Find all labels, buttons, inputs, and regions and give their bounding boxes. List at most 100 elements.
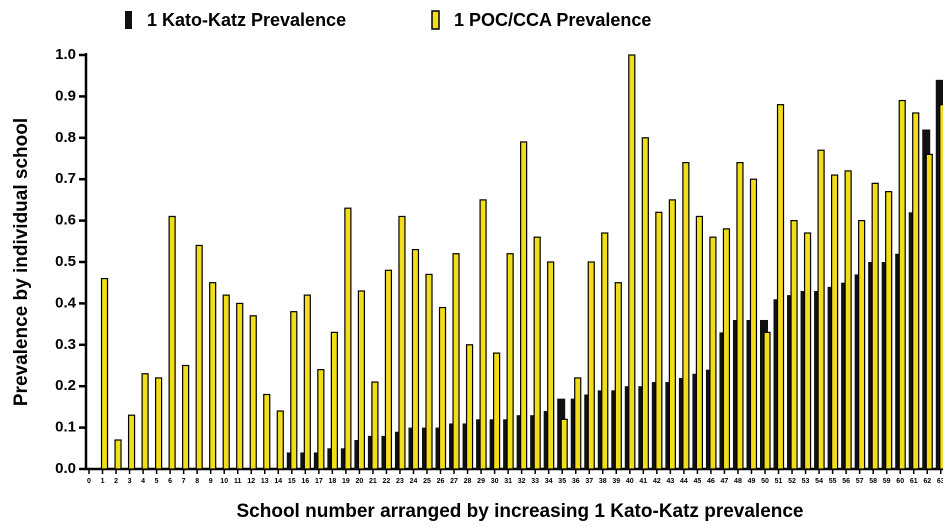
legend-swatch <box>431 10 440 30</box>
x-tick-label: 49 <box>748 478 756 485</box>
x-tick-label: 47 <box>721 478 729 485</box>
x-tick-label: 44 <box>680 478 688 485</box>
y-tick-label: 0.1 <box>55 419 76 436</box>
x-tick-label: 55 <box>829 478 837 485</box>
x-tick-label: 11 <box>234 478 242 485</box>
y-axis-title: Prevalence by individual school <box>11 118 32 406</box>
x-tick-label: 31 <box>504 478 512 485</box>
poc-cca-bar <box>276 410 284 470</box>
x-axis-title: School number arranged by increasing 1 K… <box>237 501 804 522</box>
poc-cca-bar <box>127 414 136 470</box>
poc-cca-bar <box>290 311 298 470</box>
poc-cca-bar <box>249 315 257 470</box>
x-tick-label: 25 <box>423 478 431 485</box>
poc-cca-bar <box>560 418 568 470</box>
x-tick-label: 10 <box>220 478 228 485</box>
poc-cca-bar <box>628 54 636 470</box>
x-tick-label: 38 <box>599 478 607 485</box>
poc-cca-bar <box>574 377 582 470</box>
poc-cca-bar <box>438 306 447 470</box>
x-tick-label: 59 <box>883 478 891 485</box>
poc-cca-bar <box>736 162 744 470</box>
poc-cca-bar <box>830 174 839 470</box>
x-tick-label: 13 <box>261 478 269 485</box>
legend-label: 1 POC/CCA Prevalence <box>454 10 651 30</box>
x-tick-label: 19 <box>342 478 350 485</box>
poc-cca-bar <box>465 344 474 470</box>
poc-cca-bar <box>330 331 338 470</box>
x-tick-label: 46 <box>707 478 715 485</box>
x-tick-label: 62 <box>923 478 931 485</box>
x-tick-label: 63 <box>937 478 943 485</box>
poc-cca-bar <box>317 369 325 470</box>
poc-cca-bar <box>222 294 230 470</box>
x-tick-label: 56 <box>842 478 850 485</box>
y-tick-label: 0.4 <box>55 294 77 311</box>
x-tick-label: 36 <box>572 478 580 485</box>
poc-cca-bar <box>912 112 920 470</box>
poc-cca-bar <box>695 215 704 470</box>
poc-cca-bar <box>533 236 541 470</box>
x-tick-label: 2 <box>114 478 118 485</box>
x-tick-label: 23 <box>396 478 404 485</box>
x-tick-label: 18 <box>328 478 336 485</box>
y-tick-label: 0.6 <box>55 212 76 229</box>
legend-label: 1 Kato-Katz Prevalence <box>147 10 346 30</box>
y-tick-label: 0.8 <box>55 129 76 146</box>
x-tick-label: 27 <box>450 478 458 485</box>
x-tick-label: 43 <box>666 478 674 485</box>
x-tick-label: 33 <box>531 478 539 485</box>
poc-cca-bar <box>803 232 812 470</box>
poc-cca-bar <box>898 99 906 470</box>
poc-cca-bar <box>411 248 420 470</box>
y-tick-label: 0.5 <box>55 253 76 270</box>
poc-cca-bar <box>844 170 852 470</box>
x-tick-label: 15 <box>288 478 296 485</box>
x-tick-label: 26 <box>437 478 445 485</box>
x-tick-label: 50 <box>761 478 769 485</box>
x-tick-label: 41 <box>639 478 647 485</box>
poc-cca-bar <box>776 104 785 470</box>
poc-cca-bar <box>479 199 487 470</box>
x-tick-label: 34 <box>545 478 553 485</box>
x-tick-label: 29 <box>477 478 485 485</box>
x-tick-label: 1 <box>101 478 105 485</box>
poc-cca-bar <box>384 269 393 470</box>
poc-cca-bar <box>641 137 649 470</box>
x-tick-label: 37 <box>585 478 593 485</box>
poc-cca-bar <box>885 191 893 470</box>
poc-cca-bar <box>655 211 663 470</box>
poc-cca-bar <box>209 282 217 470</box>
x-tick-label: 14 <box>274 478 282 485</box>
y-tick-label: 1.0 <box>55 46 76 63</box>
poc-cca-bar <box>100 277 109 470</box>
x-tick-label: 54 <box>815 478 823 485</box>
x-tick-label: 17 <box>315 478 323 485</box>
x-tick-label: 20 <box>356 478 364 485</box>
y-tick-label: 0.2 <box>55 377 76 394</box>
x-tick-label: 51 <box>775 478 783 485</box>
poc-cca-bar <box>763 331 771 470</box>
x-tick-label: 9 <box>209 478 213 485</box>
y-tick-label: 0.0 <box>55 460 76 477</box>
poc-cca-bar <box>357 290 365 470</box>
poc-cca-bar <box>425 273 433 470</box>
legend-swatch <box>125 11 132 29</box>
x-tick-label: 58 <box>869 478 877 485</box>
x-tick-label: 0 <box>87 478 91 485</box>
poc-cca-bar <box>155 377 163 470</box>
x-tick-label: 42 <box>653 478 661 485</box>
poc-cca-bar <box>398 215 406 470</box>
poc-cca-bar <box>141 373 149 470</box>
x-tick-label: 53 <box>802 478 810 485</box>
x-tick-label: 16 <box>301 478 309 485</box>
poc-cca-bar <box>871 182 879 470</box>
x-tick-label: 21 <box>369 478 377 485</box>
x-tick-label: 3 <box>128 478 132 485</box>
x-tick-label: 61 <box>910 478 918 485</box>
poc-cca-bar <box>817 149 825 470</box>
poc-cca-bar <box>371 381 379 470</box>
poc-cca-bar <box>682 162 690 470</box>
x-tick-label: 45 <box>694 478 702 485</box>
y-tick-label: 0.9 <box>55 87 76 104</box>
